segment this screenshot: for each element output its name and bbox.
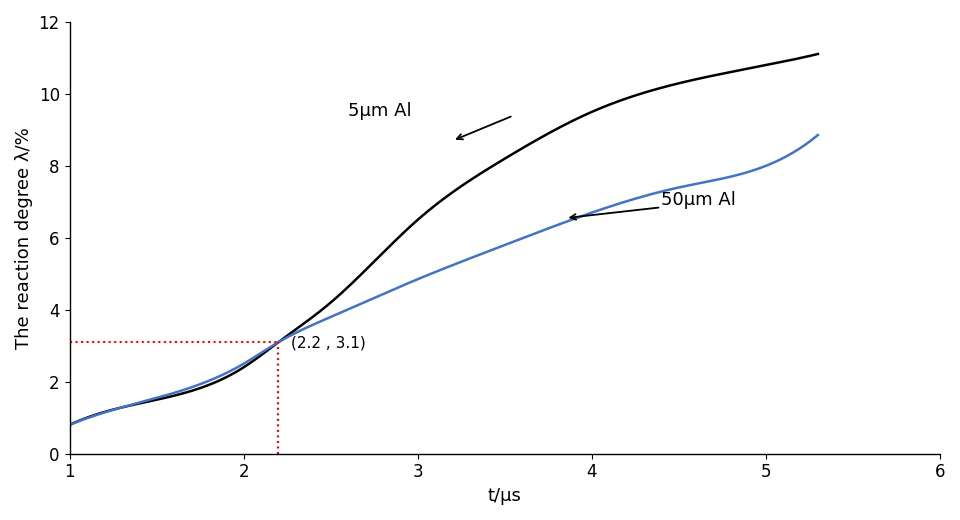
- X-axis label: t/μs: t/μs: [488, 487, 521, 505]
- Text: 5μm Al: 5μm Al: [348, 101, 412, 120]
- Y-axis label: The reaction degree λ/%: The reaction degree λ/%: [15, 127, 33, 349]
- Text: (2.2 , 3.1): (2.2 , 3.1): [291, 335, 366, 350]
- Text: 50μm Al: 50μm Al: [661, 191, 736, 210]
